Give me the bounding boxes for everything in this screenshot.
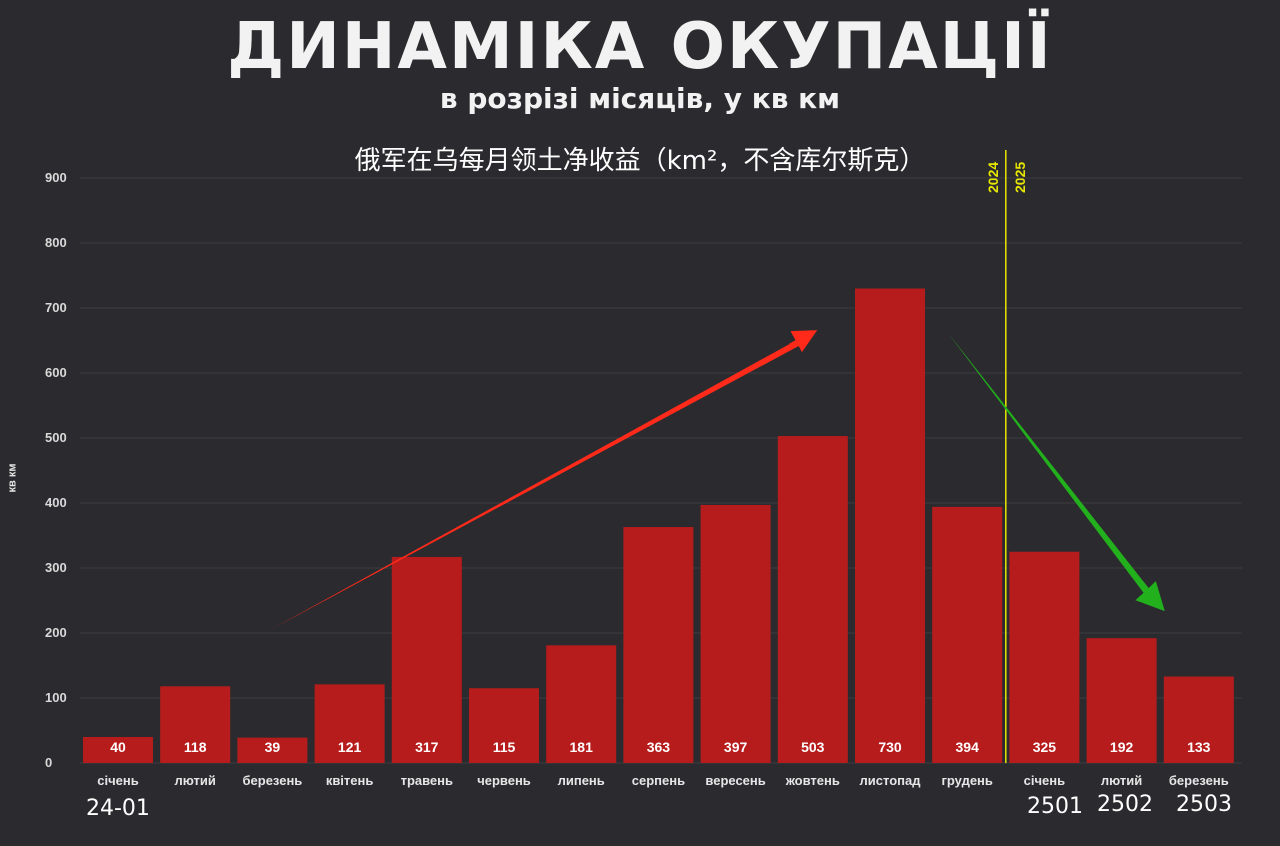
bar-value-label: 115	[493, 739, 516, 755]
y-tick-label: 0	[45, 755, 52, 770]
y-tick-label: 800	[45, 235, 67, 250]
y-tick-label: 500	[45, 430, 67, 445]
bar	[237, 737, 308, 763]
bar	[623, 527, 694, 763]
bar	[160, 686, 231, 763]
annotation-2503: 2503	[1176, 792, 1232, 817]
annotation-2501: 2501	[1027, 794, 1083, 819]
bar-value-label: 133	[1187, 739, 1211, 755]
bar-value-label: 40	[110, 739, 126, 755]
bar-value-label: 317	[415, 739, 439, 755]
bar	[314, 684, 385, 763]
y-tick-label: 600	[45, 365, 67, 380]
bar	[855, 288, 925, 763]
bar	[1086, 638, 1157, 763]
x-tick-label: липень	[558, 773, 605, 788]
bar-value-label: 192	[1110, 739, 1134, 755]
bar	[546, 645, 617, 763]
bar-value-label: 325	[1033, 739, 1057, 755]
chart-title: ДИНАМІКА ОКУПАЦІЇ	[227, 10, 1053, 84]
bar	[777, 436, 848, 763]
bar-value-label: 39	[265, 739, 281, 755]
x-tick-label: січень	[1024, 773, 1065, 788]
annotation-2502: 2502	[1097, 792, 1153, 817]
bar	[1163, 676, 1234, 763]
x-tick-label: січень	[97, 773, 138, 788]
x-tick-label: листопад	[860, 773, 922, 788]
y-tick-label: 900	[45, 170, 67, 185]
bar-value-label: 503	[801, 739, 825, 755]
trend-up-arrow-head	[789, 330, 818, 353]
trend-down-arrow-head	[1135, 581, 1165, 612]
x-tick-label: лютий	[1101, 773, 1142, 788]
overlay-title: 俄军在乌每月领土净收益（km²，不含库尔斯克）	[354, 146, 926, 176]
x-tick-label: березень	[243, 773, 303, 788]
bar-value-label: 730	[878, 739, 902, 755]
trend-down-arrow-shaft	[948, 333, 1158, 604]
y-tick-label: 200	[45, 625, 67, 640]
x-tick-label: червень	[477, 773, 531, 788]
y-tick-label: 400	[45, 495, 67, 510]
bar-value-label: 363	[647, 739, 671, 755]
bar	[932, 506, 1003, 763]
y-tick-label: 300	[45, 560, 67, 575]
x-tick-label: квітень	[326, 773, 374, 788]
bar-value-label: 397	[724, 739, 748, 755]
bar-value-label: 121	[338, 739, 362, 755]
bar	[83, 737, 153, 763]
chart-subtitle: в розрізі місяців, у кв км	[439, 82, 841, 115]
x-tick-label: грудень	[941, 773, 992, 788]
bar-value-label: 118	[184, 739, 207, 755]
x-tick-label: вересень	[705, 773, 765, 788]
x-tick-label: жовтень	[785, 773, 840, 788]
bar	[391, 556, 462, 763]
x-tick-label: березень	[1169, 773, 1229, 788]
y-tick-label: 700	[45, 300, 67, 315]
bar-value-label: 181	[570, 739, 594, 755]
bar	[469, 688, 539, 763]
x-tick-label: лютий	[175, 773, 216, 788]
x-tick-label: травень	[401, 773, 453, 788]
trend-up-arrow-shaft	[270, 335, 808, 630]
x-tick-label: серпень	[632, 773, 685, 788]
bar	[700, 504, 771, 763]
bar	[1009, 551, 1080, 763]
annotation-24-01: 24-01	[86, 796, 150, 821]
bar-value-label: 394	[956, 739, 980, 755]
y-tick-label: 100	[45, 690, 67, 705]
